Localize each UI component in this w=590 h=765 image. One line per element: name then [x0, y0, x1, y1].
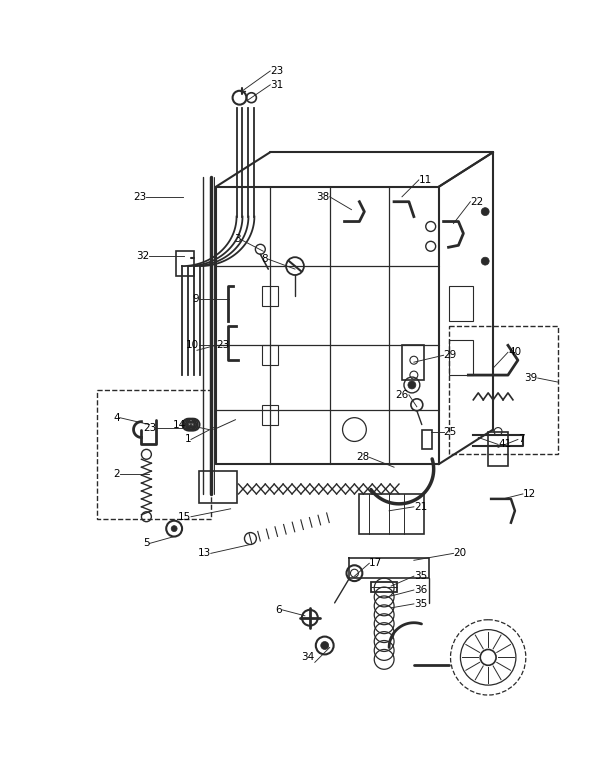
Text: 17: 17: [369, 558, 382, 568]
Text: 40: 40: [508, 347, 521, 357]
Text: 38: 38: [316, 192, 330, 202]
Circle shape: [481, 257, 489, 265]
Text: 14: 14: [173, 419, 186, 430]
Text: 2: 2: [113, 469, 120, 479]
Text: 3: 3: [234, 234, 241, 244]
Circle shape: [171, 526, 177, 532]
Text: 41: 41: [498, 439, 512, 449]
Bar: [448, 340, 473, 375]
Text: 28: 28: [356, 452, 369, 462]
Bar: [263, 405, 278, 425]
Circle shape: [481, 207, 489, 216]
Bar: [422, 430, 432, 449]
Text: 29: 29: [444, 350, 457, 360]
Text: 11: 11: [419, 175, 432, 185]
Bar: [488, 431, 508, 466]
Text: 31: 31: [270, 80, 283, 90]
Text: 7: 7: [518, 435, 525, 444]
Circle shape: [321, 642, 329, 649]
Text: 35: 35: [414, 571, 427, 581]
Text: 6: 6: [276, 605, 282, 615]
Text: 15: 15: [178, 512, 191, 522]
Bar: [448, 286, 473, 321]
Bar: [448, 326, 558, 454]
Bar: [263, 286, 278, 306]
Text: 1: 1: [184, 435, 191, 444]
Text: 26: 26: [396, 390, 409, 400]
Text: 23: 23: [270, 66, 283, 76]
Text: 9: 9: [192, 294, 199, 304]
Text: 34: 34: [301, 653, 315, 662]
Bar: [97, 390, 211, 519]
Circle shape: [408, 381, 416, 389]
Text: 22: 22: [470, 197, 484, 207]
Bar: [371, 582, 397, 592]
Text: 12: 12: [523, 489, 536, 499]
Bar: [263, 345, 278, 365]
Text: 13: 13: [198, 549, 211, 558]
Text: 36: 36: [414, 585, 427, 595]
Text: 32: 32: [136, 251, 149, 261]
Text: 21: 21: [414, 502, 427, 512]
Bar: [359, 494, 424, 533]
Text: 10: 10: [186, 340, 199, 350]
Text: 23: 23: [216, 340, 229, 350]
Bar: [402, 345, 424, 380]
Text: 25: 25: [444, 427, 457, 437]
Text: 4: 4: [113, 412, 120, 423]
Text: 20: 20: [454, 549, 467, 558]
Text: 39: 39: [525, 373, 537, 383]
Text: 5: 5: [143, 539, 149, 549]
Text: 23: 23: [133, 192, 146, 202]
Bar: [176, 251, 194, 276]
Text: 35: 35: [414, 599, 427, 609]
Text: 23: 23: [143, 422, 156, 432]
Text: 8: 8: [261, 254, 268, 264]
Bar: [199, 471, 237, 503]
